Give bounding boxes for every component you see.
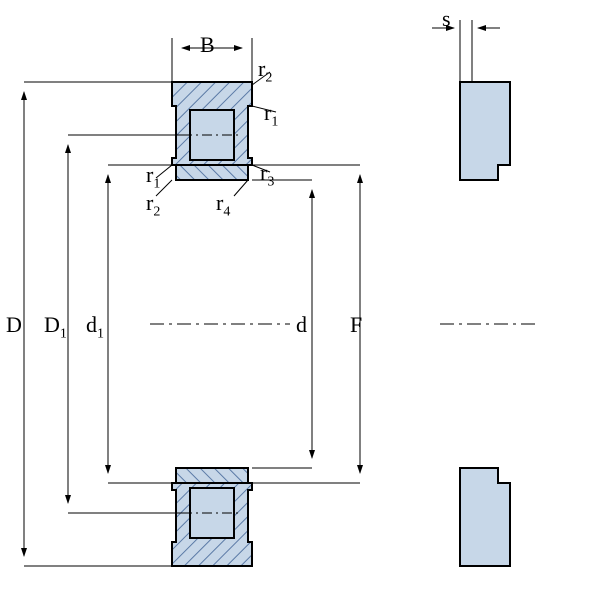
label-r2-side: r2 xyxy=(146,190,160,220)
label-r3: r3 xyxy=(260,160,274,190)
label-r4: r4 xyxy=(216,190,230,220)
label-d: d xyxy=(296,312,307,338)
label-D1: D1 xyxy=(44,312,67,342)
right-section xyxy=(440,82,535,566)
label-s: s xyxy=(442,6,451,32)
bearing-diagram xyxy=(0,0,600,600)
label-F: F xyxy=(350,312,362,338)
label-r1-top: r1 xyxy=(264,100,278,130)
label-D: D xyxy=(6,312,22,338)
label-r1-side: r1 xyxy=(146,162,160,192)
label-r2-top: r2 xyxy=(258,56,272,86)
label-d1: d1 xyxy=(86,312,104,342)
label-B: B xyxy=(200,32,215,58)
main-section xyxy=(150,82,290,566)
